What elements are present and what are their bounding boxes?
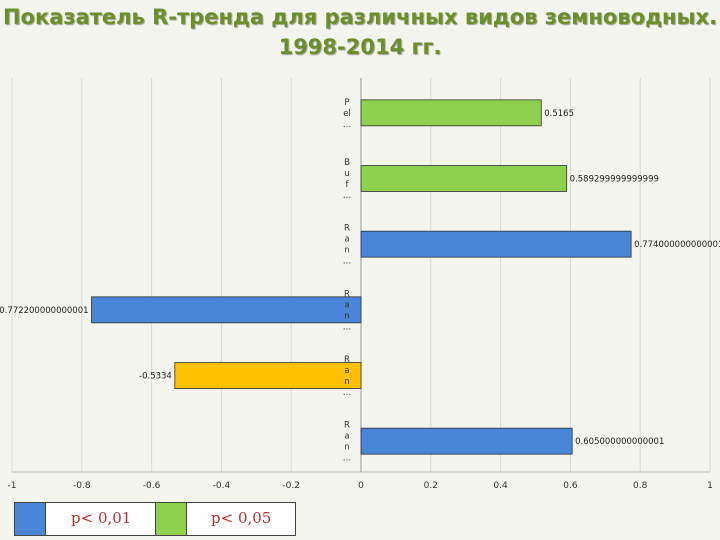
x-tick-label: 0 [358,481,364,491]
x-tick-label: 1 [707,481,713,491]
category-label: … [343,120,352,130]
bar [360,165,568,192]
legend-label-p001: p< 0,01 [71,509,132,527]
x-tick-label: 0.8 [633,481,648,491]
category-label: n [344,311,349,321]
x-tick-label: 0.2 [424,481,438,491]
category-label: R [344,224,350,234]
bar [91,296,362,324]
legend-swatch-blue [15,503,46,535]
category-label: … [343,257,352,267]
category-label: el [343,109,351,119]
bar [360,99,542,127]
x-tick-label: -1 [8,481,17,491]
category-label: … [343,454,352,464]
category-label: a [344,300,349,310]
category-label: R [344,289,350,299]
category-label: … [343,322,352,332]
category-label: n [344,377,349,387]
data-label: -0.5334 [139,372,172,382]
category-label: u [344,169,349,179]
title-line-2: 1998-2014 гг. [278,35,442,59]
x-tick-label: -0.6 [143,481,161,491]
category-label: n [344,246,349,256]
bar [360,230,632,258]
legend-swatch-green [155,503,187,535]
category-label: R [344,421,350,431]
data-label: 0.605000000000001 [575,437,664,447]
legend-label-p005: p< 0,05 [211,509,272,527]
title-line-1: Показатель R-тренда для различных видов … [2,5,718,29]
x-tick-label: -0.4 [213,481,231,491]
chart-title: Показатель R-тренда для различных видов … [0,2,720,62]
data-label: 0.5165 [544,109,574,119]
category-label: R [344,355,350,365]
category-label: f [346,180,350,190]
bar [174,362,362,389]
data-label: 0.774000000000001 [634,240,720,250]
category-label: a [344,432,349,442]
x-tick-label: 0.4 [493,481,508,491]
data-label: 0.589299999999999 [570,175,659,185]
data-label: -0.772200000000001 [0,306,89,316]
x-tick-label: -0.2 [282,481,300,491]
legend: p< 0,01 p< 0,05 [14,502,296,536]
x-tick-label: -0.8 [73,481,91,491]
category-label: n [344,443,349,453]
category-label: a [344,235,349,245]
category-label: B [344,158,350,168]
x-tick-label: 0.6 [563,481,578,491]
category-label: … [343,388,352,398]
category-label: … [343,191,352,201]
bar [360,427,573,455]
category-label: P [344,98,349,108]
category-label: a [344,366,349,376]
